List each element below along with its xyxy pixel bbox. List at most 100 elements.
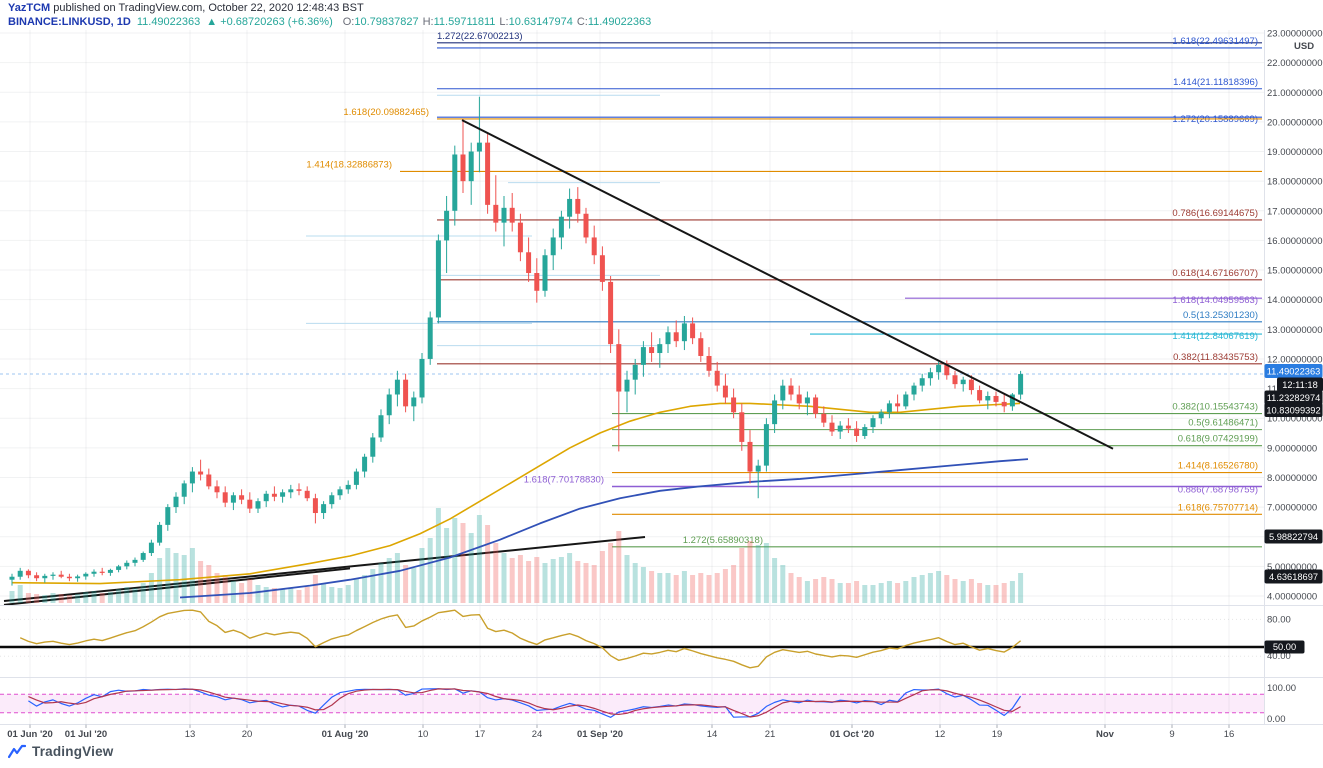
candle-body bbox=[403, 379, 409, 407]
candle-body bbox=[419, 358, 425, 398]
candle-body bbox=[813, 397, 819, 414]
candle-body bbox=[91, 571, 97, 574]
volume-bar bbox=[50, 593, 56, 603]
fib-label: 1.414(21.11818396) bbox=[1173, 77, 1258, 88]
time-axis-label: 01 Jul '20 bbox=[65, 729, 107, 740]
candle-body bbox=[886, 403, 892, 413]
volume-bar bbox=[985, 585, 991, 603]
volume-bar bbox=[148, 573, 154, 603]
volume-bar bbox=[796, 577, 802, 603]
author-name: YazTCM bbox=[8, 2, 51, 14]
candle-body bbox=[329, 495, 335, 505]
fib-label: 0.618(14.67166707) bbox=[1172, 268, 1258, 279]
volume-bar bbox=[75, 594, 81, 603]
fib-label: 1.272(22.67002213) bbox=[437, 31, 523, 42]
candle-body bbox=[517, 222, 523, 253]
time-axis-label: 10 bbox=[418, 729, 429, 740]
candle-body bbox=[862, 427, 868, 436]
price-badge-text: 11.49022363 bbox=[1267, 367, 1321, 377]
volume-bar bbox=[132, 588, 138, 603]
candle-body bbox=[665, 332, 671, 345]
candle-body bbox=[435, 240, 441, 318]
volume-bar bbox=[788, 573, 794, 603]
candle-body bbox=[944, 364, 950, 376]
axis-currency-label: USD bbox=[1294, 41, 1314, 52]
volume-bar bbox=[116, 589, 122, 603]
time-axis[interactable] bbox=[0, 724, 1264, 744]
volume-bar bbox=[878, 583, 884, 603]
volume-bar bbox=[575, 561, 581, 603]
last-price: 11.49022363 bbox=[136, 16, 201, 28]
price-axis-label: 18.00000000 bbox=[1267, 177, 1322, 188]
rsi-50-badge-text: 50.00 bbox=[1273, 642, 1296, 652]
candle-body bbox=[895, 403, 901, 407]
candle-body bbox=[567, 198, 573, 217]
candle-body bbox=[107, 569, 113, 573]
volume-bar bbox=[780, 565, 786, 603]
price-axis[interactable] bbox=[1264, 30, 1323, 724]
candle-body bbox=[17, 570, 23, 577]
volume-bar bbox=[198, 561, 204, 603]
candle-body bbox=[509, 207, 515, 223]
candle-body bbox=[222, 492, 228, 503]
candle-body bbox=[657, 344, 663, 354]
price-axis-label: 22.00000000 bbox=[1267, 58, 1322, 69]
volume-bar bbox=[952, 579, 958, 603]
candle-body bbox=[591, 237, 597, 256]
volume-bar bbox=[435, 508, 441, 603]
candle-body bbox=[575, 198, 581, 214]
fib-label: 0.786(16.69144675) bbox=[1172, 208, 1258, 219]
volume-bar bbox=[165, 548, 171, 603]
low-label: L: bbox=[499, 16, 509, 28]
fib-label: 1.618(7.70178830) bbox=[524, 474, 604, 485]
volume-bar bbox=[903, 581, 909, 603]
volume-bar bbox=[960, 581, 966, 603]
volume-bar bbox=[608, 543, 614, 603]
candle-body bbox=[673, 332, 679, 342]
volume-bar bbox=[493, 543, 499, 603]
candle-body bbox=[714, 370, 720, 386]
candle-body bbox=[616, 344, 622, 392]
time-axis-label: 01 Sep '20 bbox=[577, 729, 623, 740]
volume-bar bbox=[862, 585, 868, 603]
time-axis-label: 17 bbox=[475, 729, 486, 740]
volume-bar bbox=[813, 579, 819, 603]
volume-bar bbox=[345, 585, 351, 603]
candle-body bbox=[985, 395, 991, 401]
volume-bar bbox=[444, 528, 450, 603]
price-badge-text: 10.83099392 bbox=[1266, 406, 1320, 416]
candle-body bbox=[755, 465, 761, 472]
fib-label: 0.5(9.61486471) bbox=[1188, 418, 1258, 429]
volume-bar bbox=[829, 579, 835, 603]
symbol-title: BINANCE:LINKUSD, 1D bbox=[8, 16, 131, 28]
volume-bar bbox=[722, 569, 728, 603]
candle-body bbox=[378, 415, 384, 438]
close-label: C: bbox=[576, 16, 588, 28]
volume-bar bbox=[362, 575, 368, 603]
high-label: H: bbox=[422, 16, 434, 28]
volume-bar bbox=[107, 592, 113, 603]
candle-body bbox=[370, 437, 376, 457]
tradingview-logo[interactable]: TradingView bbox=[8, 744, 113, 759]
volume-bar bbox=[599, 551, 605, 603]
volume-bar bbox=[747, 541, 753, 603]
volume-bar bbox=[124, 587, 130, 603]
candle-body bbox=[345, 484, 351, 490]
chart-pane[interactable] bbox=[0, 30, 1264, 605]
volume-bar bbox=[739, 548, 745, 603]
candle-body bbox=[829, 422, 835, 432]
price-axis-label: 19.00000000 bbox=[1267, 147, 1322, 158]
time-axis-label: 9 bbox=[1169, 729, 1174, 740]
candle-body bbox=[624, 379, 630, 392]
volume-bar bbox=[42, 595, 48, 603]
candle-body bbox=[230, 495, 236, 503]
price-badge bbox=[1264, 529, 1323, 544]
candle-body bbox=[321, 504, 327, 514]
volume-bar bbox=[337, 588, 343, 603]
header: YazTCM published on TradingView.com, Oct… bbox=[8, 2, 651, 29]
candle-body bbox=[444, 210, 450, 241]
volume-bar bbox=[616, 531, 622, 603]
candle-body bbox=[288, 489, 294, 493]
trendline bbox=[3, 536, 646, 603]
